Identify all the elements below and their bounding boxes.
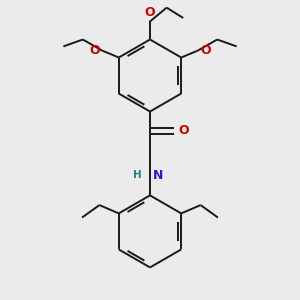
Text: O: O xyxy=(200,44,211,57)
Text: O: O xyxy=(178,124,189,137)
Text: H: H xyxy=(133,170,142,180)
Text: N: N xyxy=(153,169,163,182)
Text: O: O xyxy=(145,6,155,20)
Text: O: O xyxy=(89,44,100,57)
